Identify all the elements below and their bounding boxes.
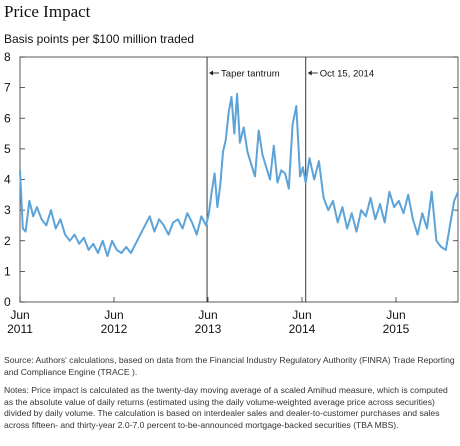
annotation-label: Taper tantrum (221, 69, 280, 80)
x-tick-label-month: Jun (292, 308, 311, 322)
y-tick-label: 1 (4, 264, 11, 278)
x-tick-label-month: Jun (386, 308, 405, 322)
y-tick-label: 2 (4, 234, 11, 248)
series-group (19, 92, 459, 258)
y-tick-label: 5 (4, 142, 11, 156)
y-tick-label: 3 (4, 203, 11, 217)
x-tick-label-year: 2011 (7, 322, 33, 336)
x-tick-label-month: Jun (104, 308, 123, 322)
x-tick-label-month: Jun (10, 308, 29, 322)
plot-frame (19, 56, 459, 303)
y-tick-label: 6 (4, 111, 11, 125)
y-tick-label: 0 (4, 295, 11, 309)
chart-title: Price Impact (4, 2, 91, 21)
methodology-notes: Notes: Price impact is calculated as the… (4, 385, 448, 430)
y-axis: 0 1 2 3 4 5 6 7 8 (4, 50, 458, 309)
y-tick-label: 8 (4, 50, 11, 64)
annotation-arrowhead (307, 70, 312, 76)
x-tick-label-year: 2015 (383, 322, 410, 336)
y-tick-label: 4 (4, 173, 11, 187)
chart-subtitle: Basis points per $100 million traded (4, 32, 195, 46)
source-note: Source: Authors' calculations, based on … (4, 355, 455, 377)
x-tick-label-year: 2013 (195, 322, 222, 336)
x-tick-label-year: 2014 (289, 322, 316, 336)
y-tick-label: 7 (4, 81, 11, 95)
x-tick-label-month: Jun (198, 308, 217, 322)
annotation-label: Oct 15, 2014 (320, 69, 374, 80)
event-annotations: Taper tantrum Oct 15, 2014 (206, 57, 374, 302)
price-impact-line (19, 92, 459, 258)
annotation-arrowhead (209, 70, 214, 76)
x-tick-label-year: 2012 (101, 322, 128, 336)
